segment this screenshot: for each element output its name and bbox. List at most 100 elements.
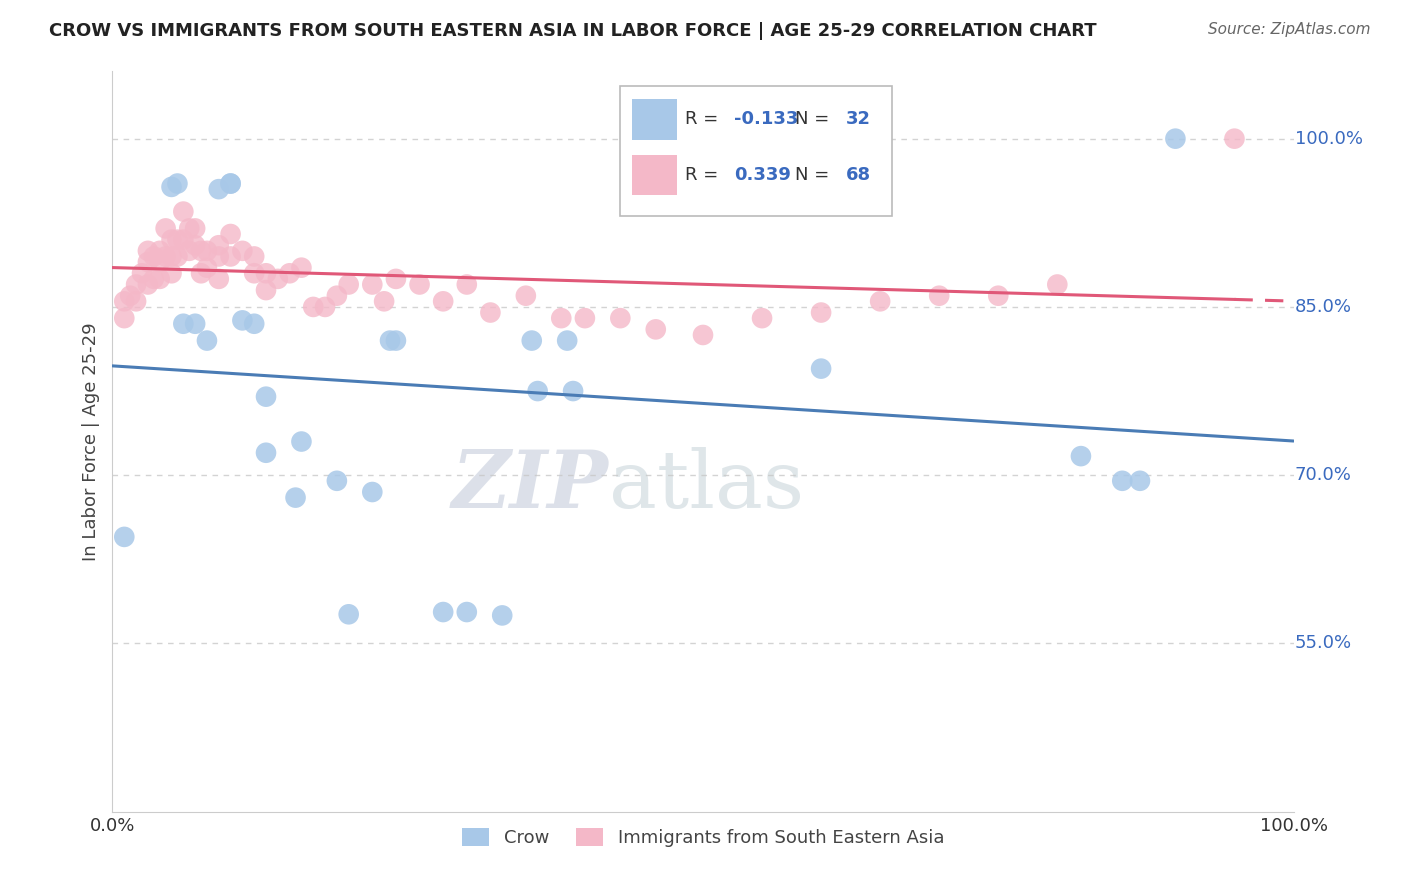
Point bbox=[385, 334, 408, 348]
Point bbox=[166, 177, 188, 191]
Point bbox=[520, 334, 543, 348]
Point bbox=[190, 266, 212, 280]
Point bbox=[810, 305, 832, 319]
Point bbox=[326, 289, 349, 303]
Point bbox=[456, 277, 478, 292]
Text: R =: R = bbox=[685, 111, 724, 128]
Point bbox=[1164, 131, 1187, 145]
Point bbox=[243, 266, 266, 280]
Point bbox=[515, 289, 537, 303]
Point bbox=[1046, 277, 1069, 292]
Point bbox=[432, 294, 454, 309]
Point bbox=[378, 334, 401, 348]
Point bbox=[254, 266, 277, 280]
Point bbox=[160, 180, 183, 194]
Point bbox=[284, 491, 307, 505]
Point bbox=[149, 272, 172, 286]
Point bbox=[290, 434, 312, 449]
Point bbox=[555, 334, 578, 348]
Y-axis label: In Labor Force | Age 25-29: In Labor Force | Age 25-29 bbox=[82, 322, 100, 561]
Point bbox=[155, 250, 177, 264]
Point bbox=[243, 317, 266, 331]
Point bbox=[208, 182, 231, 196]
Point bbox=[160, 266, 183, 280]
Point bbox=[125, 294, 148, 309]
Point bbox=[136, 244, 159, 258]
Point bbox=[195, 334, 218, 348]
Point bbox=[160, 250, 183, 264]
Text: 85.0%: 85.0% bbox=[1295, 298, 1351, 316]
Point bbox=[219, 177, 242, 191]
Point bbox=[125, 277, 148, 292]
Point bbox=[254, 390, 277, 404]
Legend: Crow, Immigrants from South Eastern Asia: Crow, Immigrants from South Eastern Asia bbox=[454, 821, 952, 855]
Point bbox=[987, 289, 1010, 303]
Text: ZIP: ZIP bbox=[451, 447, 609, 524]
Text: 0.339: 0.339 bbox=[734, 166, 790, 184]
Point bbox=[1111, 474, 1133, 488]
Point bbox=[1129, 474, 1152, 488]
Point bbox=[219, 227, 242, 241]
Text: -0.133: -0.133 bbox=[734, 111, 799, 128]
Point bbox=[179, 221, 201, 235]
Point bbox=[869, 294, 891, 309]
Point bbox=[361, 485, 384, 500]
Point bbox=[491, 608, 513, 623]
Point bbox=[526, 384, 548, 398]
Point bbox=[166, 250, 188, 264]
Text: 68: 68 bbox=[846, 166, 872, 184]
Point bbox=[928, 289, 950, 303]
Point bbox=[136, 277, 159, 292]
Text: atlas: atlas bbox=[609, 447, 804, 525]
Text: Source: ZipAtlas.com: Source: ZipAtlas.com bbox=[1208, 22, 1371, 37]
Point bbox=[231, 244, 253, 258]
Point bbox=[190, 244, 212, 258]
Text: R =: R = bbox=[685, 166, 724, 184]
Point bbox=[142, 272, 165, 286]
Point bbox=[112, 311, 135, 326]
Point bbox=[408, 277, 430, 292]
Point bbox=[562, 384, 585, 398]
Point bbox=[314, 300, 336, 314]
Point bbox=[302, 300, 325, 314]
Point bbox=[361, 277, 384, 292]
Point bbox=[149, 255, 172, 269]
Text: CROW VS IMMIGRANTS FROM SOUTH EASTERN ASIA IN LABOR FORCE | AGE 25-29 CORRELATIO: CROW VS IMMIGRANTS FROM SOUTH EASTERN AS… bbox=[49, 22, 1097, 40]
Point bbox=[1223, 131, 1246, 145]
Point bbox=[290, 260, 312, 275]
FancyBboxPatch shape bbox=[620, 87, 891, 216]
Point bbox=[184, 221, 207, 235]
Point bbox=[550, 311, 572, 326]
Point bbox=[184, 238, 207, 252]
Point bbox=[243, 250, 266, 264]
Point bbox=[254, 283, 277, 297]
Point bbox=[136, 255, 159, 269]
Point bbox=[219, 177, 242, 191]
Point bbox=[432, 605, 454, 619]
Point bbox=[609, 311, 631, 326]
Point bbox=[456, 605, 478, 619]
Point bbox=[574, 311, 596, 326]
Bar bbox=[633, 154, 678, 195]
Point bbox=[373, 294, 395, 309]
Point bbox=[337, 607, 360, 622]
Point bbox=[112, 530, 135, 544]
Point bbox=[231, 313, 253, 327]
Point bbox=[326, 474, 349, 488]
Point bbox=[131, 266, 153, 280]
Point bbox=[219, 250, 242, 264]
Point bbox=[195, 260, 218, 275]
Point bbox=[142, 250, 165, 264]
Point bbox=[208, 272, 231, 286]
Point bbox=[1070, 449, 1092, 463]
Point bbox=[810, 361, 832, 376]
Point bbox=[644, 322, 666, 336]
Text: 32: 32 bbox=[846, 111, 870, 128]
Point bbox=[267, 272, 290, 286]
Bar bbox=[633, 99, 678, 140]
Point bbox=[120, 289, 142, 303]
Point bbox=[751, 311, 773, 326]
Text: 55.0%: 55.0% bbox=[1295, 634, 1351, 652]
Text: N =: N = bbox=[796, 166, 835, 184]
Point bbox=[208, 250, 231, 264]
